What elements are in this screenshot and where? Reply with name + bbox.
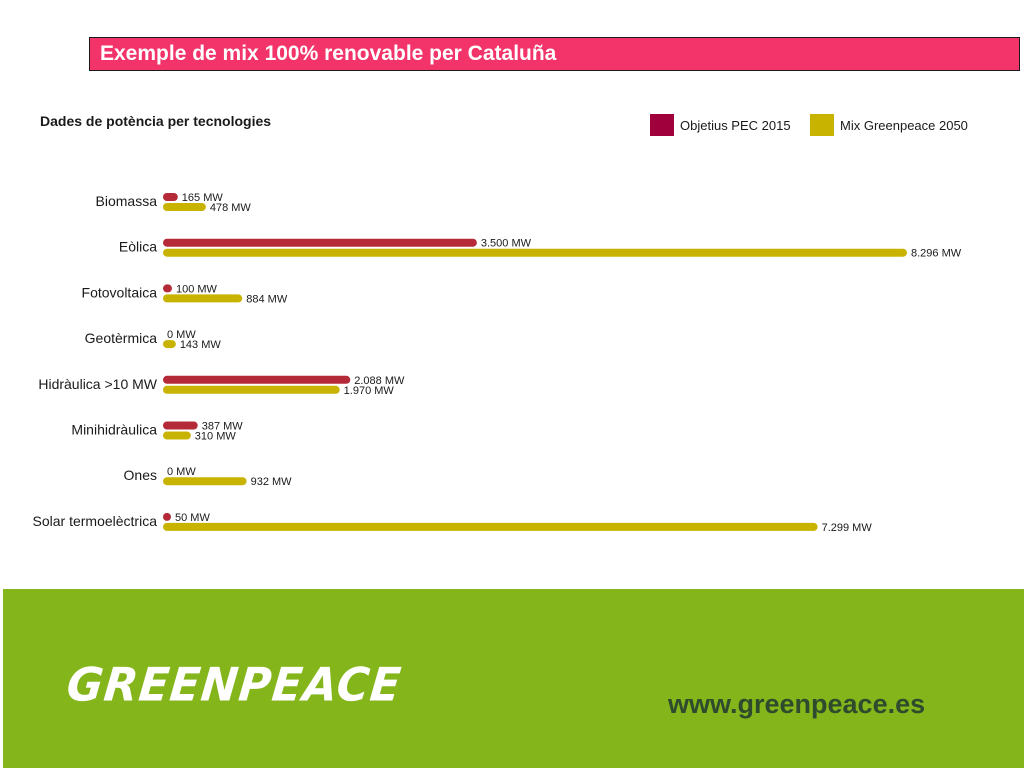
data-label: 0 MW — [167, 466, 196, 478]
data-label: 1.970 MW — [344, 385, 395, 397]
data-label: 932 MW — [251, 476, 293, 488]
data-label: 100 MW — [176, 283, 218, 295]
bar-pec-2015 — [163, 193, 178, 201]
data-label: 387 MW — [202, 421, 244, 433]
data-label: 884 MW — [246, 293, 288, 305]
data-label: 2.088 MW — [354, 375, 405, 387]
page-title-text: Exemple de mix 100% renovable per Catalu… — [100, 42, 557, 65]
category-label: Fotovoltaica — [82, 284, 158, 300]
category-label: Geotèrmica — [85, 330, 158, 346]
website-url[interactable]: www.greenpeace.es — [668, 689, 926, 719]
data-label: 8.296 MW — [911, 248, 962, 260]
legend-swatch-pec — [650, 114, 674, 136]
category-label: Eòlica — [119, 239, 157, 255]
data-label: 50 MW — [175, 512, 210, 524]
bar-pec-2015 — [163, 421, 198, 430]
legend-label-greenpeace: Mix Greenpeace 2050 — [840, 117, 968, 133]
data-label: 143 MW — [180, 339, 222, 351]
bar-pec-2015 — [163, 284, 172, 293]
data-label: 7.299 MW — [822, 522, 873, 534]
bar-greenpeace-2050 — [163, 340, 176, 349]
bar-greenpeace-2050 — [163, 431, 191, 440]
category-label: Hidràulica >10 MW — [38, 376, 157, 392]
data-label: 165 MW — [182, 192, 224, 204]
category-label: Minihidràulica — [71, 422, 157, 438]
legend-label-pec: Objetius PEC 2015 — [680, 117, 791, 133]
bar-greenpeace-2050 — [163, 477, 247, 486]
data-label: 0 MW — [167, 329, 196, 341]
footer-banner: GREENPEACE www.greenpeace.es — [3, 589, 1024, 768]
legend-item-pec: Objetius PEC 2015 — [650, 114, 791, 136]
bar-greenpeace-2050 — [163, 203, 206, 211]
page-title: Exemple de mix 100% renovable per Catalu… — [89, 37, 1020, 71]
data-label: 478 MW — [210, 202, 252, 214]
chart-title: Dades de potència per tecnologies — [40, 113, 272, 129]
legend-item-greenpeace: Mix Greenpeace 2050 — [810, 114, 968, 136]
data-label: 3.500 MW — [481, 238, 532, 250]
bar-greenpeace-2050 — [163, 248, 907, 257]
bar-greenpeace-2050 — [163, 522, 818, 531]
category-label: Ones — [124, 467, 157, 483]
bar-greenpeace-2050 — [163, 385, 340, 394]
data-label: 310 MW — [195, 431, 237, 443]
legend-swatch-greenpeace — [810, 114, 834, 136]
bar-pec-2015 — [163, 512, 171, 521]
bar-greenpeace-2050 — [163, 294, 243, 303]
category-label: Biomassa — [96, 193, 158, 209]
bar-pec-2015 — [163, 375, 351, 384]
greenpeace-logo: GREENPEACE — [64, 658, 404, 713]
bar-pec-2015 — [163, 238, 477, 247]
category-label: Solar termoelèctrica — [33, 513, 158, 529]
